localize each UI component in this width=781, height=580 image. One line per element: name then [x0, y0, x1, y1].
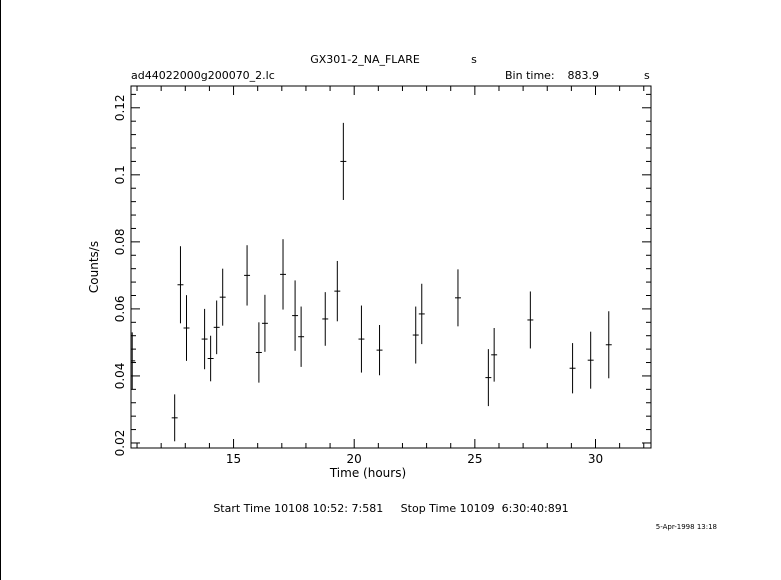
x-tick-label: 30: [588, 452, 603, 466]
object-title: GX301-2_NA_FLARE: [310, 53, 420, 66]
axis-ticks: [131, 86, 651, 448]
data-point: [131, 332, 136, 390]
bin-time-unit: s: [644, 69, 650, 82]
data-point: [219, 268, 226, 326]
date-stamp: 5-Apr-1998 13:18: [656, 523, 717, 531]
data-point: [527, 291, 534, 349]
y-tick-label: 0.1: [113, 165, 127, 184]
x-tick-label: 25: [467, 452, 482, 466]
data-point: [177, 246, 184, 324]
data-point: [334, 260, 341, 322]
data-point: [261, 294, 268, 352]
bin-time-value: 883.9: [568, 69, 600, 82]
data-point: [340, 122, 347, 200]
axis-tick-labels: 15 20 25 30 0.02 0.04 0.06 0.08 0.1 0.12: [113, 94, 603, 466]
bin-time-label: Bin time:: [505, 69, 555, 82]
data-point: [569, 343, 576, 394]
data-point: [255, 322, 262, 383]
y-tick-label: 0.02: [113, 430, 127, 457]
window-left-edge: [0, 0, 1, 580]
data-point: [298, 306, 305, 367]
data-point: [358, 305, 365, 373]
data-points: [131, 122, 612, 442]
x-tick-label: 20: [347, 452, 362, 466]
data-point: [201, 308, 208, 370]
data-point: [454, 269, 461, 327]
data-point: [587, 331, 594, 389]
data-point: [605, 311, 612, 379]
start-stop-time: Start Time 10108 10:52: 7:581 Stop Time …: [213, 502, 568, 515]
data-point: [292, 280, 299, 351]
object-unit: s: [471, 53, 477, 66]
data-point: [207, 335, 214, 382]
data-point: [213, 300, 220, 355]
data-point: [280, 239, 286, 310]
data-point: [322, 292, 329, 346]
plot-frame: [130, 85, 652, 449]
data-point: [412, 306, 419, 364]
data-point: [244, 245, 251, 306]
y-tick-label: 0.12: [113, 94, 127, 121]
data-point: [418, 283, 425, 345]
y-tick-label: 0.08: [113, 229, 127, 256]
y-tick-label: 0.04: [113, 363, 127, 390]
data-point: [485, 349, 492, 407]
file-name: ad44022000g200070_2.lc: [131, 69, 275, 82]
data-point: [171, 394, 178, 442]
data-point: [376, 324, 383, 376]
data-point: [491, 328, 498, 382]
x-tick-label: 15: [226, 452, 241, 466]
data-point: [183, 295, 190, 361]
y-axis-label: Counts/s: [87, 241, 101, 293]
x-axis-label: Time (hours): [329, 466, 406, 480]
y-tick-label: 0.06: [113, 296, 127, 323]
